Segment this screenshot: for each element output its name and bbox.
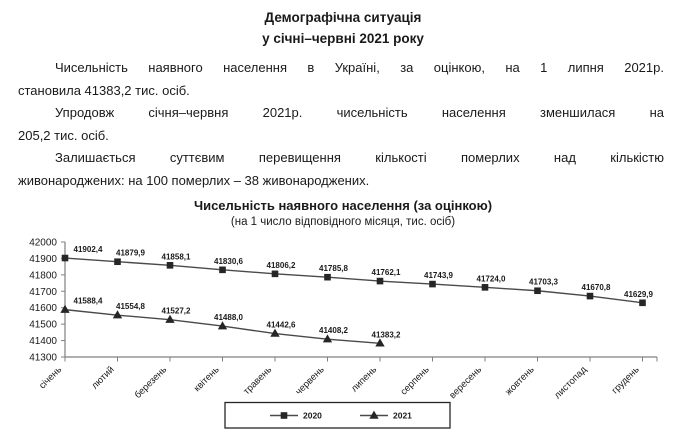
x-axis-label-червень: червень — [293, 364, 326, 397]
data-label-2021: 41442,6 — [267, 320, 296, 329]
document-title: Демографічна ситуація у січні–червні 202… — [0, 7, 686, 49]
paragraph-2-line-1: Упродовж січня–червня 2021р. чисельність… — [55, 105, 664, 121]
x-axis-label-вересень: вересень — [447, 364, 484, 401]
axis-lines — [64, 241, 657, 358]
data-label-2021: 41408,2 — [319, 326, 348, 335]
body-paragraphs: Чисельність наявного населення в Україні… — [18, 57, 664, 193]
legend-label-2020: 2020 — [303, 410, 322, 420]
series-2020-marker — [271, 270, 279, 277]
data-label-2021: 41588,4 — [74, 296, 103, 305]
y-axis-label: 41600 — [29, 303, 57, 314]
paragraph-3-line-2: живонароджених: на 100 померлих – 38 жив… — [18, 172, 370, 188]
series-2020-marker — [481, 283, 489, 291]
y-axis-label: 41400 — [29, 336, 57, 347]
series-2020-marker — [639, 299, 646, 306]
data-label-2021: 41383,2 — [372, 330, 401, 339]
series-2020-marker — [429, 280, 436, 287]
chart-title: Чисельність наявного населення (за оцінк… — [193, 197, 493, 213]
data-label-2020: 41879,9 — [116, 248, 145, 257]
y-axis-label: 42000 — [29, 237, 57, 248]
legend-marker-2021 — [369, 410, 379, 419]
legend-marker-2020 — [280, 411, 288, 419]
series-2021-marker — [375, 337, 385, 347]
paragraph-1: Чисельність наявного населення в Україні… — [18, 57, 664, 102]
data-label-2020: 41762,1 — [372, 268, 401, 277]
series-2021-marker — [60, 304, 70, 313]
data-label-2021: 41554,8 — [116, 302, 145, 311]
data-label-2020: 41806,2 — [267, 260, 296, 269]
series-2021-marker — [165, 314, 175, 323]
x-axis-label-серпень: серпень — [398, 364, 431, 397]
y-axis-label: 41900 — [29, 253, 57, 264]
series-2020-marker — [376, 277, 384, 284]
x-axis-label-березень: березень — [133, 364, 170, 401]
data-label-2020: 41902,4 — [74, 245, 103, 254]
series-2021-marker — [322, 333, 333, 342]
series-2021-marker — [112, 309, 123, 318]
data-label-2020: 41703,3 — [529, 277, 558, 286]
legend-box — [224, 401, 451, 429]
series-2020-marker — [586, 292, 594, 299]
paragraph-2: Упродовж січня–червня 2021р. чисельність… — [18, 102, 664, 147]
y-axis-label: 41700 — [29, 286, 57, 297]
data-label-2021: 41527,2 — [162, 306, 191, 315]
paragraph-1-line-1: Чисельність наявного населення в Україні… — [55, 60, 664, 75]
series-2020-marker — [114, 257, 121, 265]
data-label-2020: 41724,0 — [477, 274, 506, 283]
data-label-2020: 41629,9 — [624, 289, 653, 298]
x-axis-label-лютий: лютий — [89, 364, 116, 391]
series-2021-marker — [217, 320, 228, 329]
y-axis-label: 41800 — [29, 270, 57, 281]
x-axis-label-квітень: квітень — [192, 364, 222, 394]
data-label-2020: 41670,8 — [582, 283, 611, 292]
y-axis-label: 41300 — [29, 352, 57, 363]
series-2020-marker — [61, 254, 69, 261]
series-line-2020 — [64, 256, 643, 304]
paragraph-3-line-1: Залишається суттєвим перевищення кількос… — [55, 150, 664, 166]
document-page: Демографічна ситуація у січні–червні 202… — [0, 7, 686, 436]
data-label-2020: 41785,8 — [319, 264, 348, 273]
y-axis-label: 41500 — [29, 319, 57, 330]
chart-subtitle: (на 1 число відповідного місяця, тис. ос… — [230, 215, 456, 228]
data-label-2020: 41830,6 — [214, 256, 243, 265]
data-label-2020: 41743,9 — [424, 271, 453, 280]
x-axis-label-травень: травень — [241, 364, 274, 397]
paragraph-3: Залишається суттєвим перевищення кількос… — [18, 147, 664, 192]
x-axis-label-жовтень: жовтень — [503, 364, 536, 397]
paragraph-1-line-2: становила 41383,2 тис. осіб. — [18, 82, 190, 98]
paragraph-2-line-2: 205,2 тис. осіб. — [18, 127, 109, 143]
series-2020-marker — [324, 273, 331, 281]
legend-label-2021: 2021 — [393, 410, 412, 420]
x-axis-label-грудень: грудень — [610, 364, 642, 396]
document-title-line2: у січні–червні 2021 року — [262, 31, 424, 46]
series-2020-marker — [166, 261, 174, 269]
x-axis-label-січень: січень — [37, 364, 64, 391]
x-axis-label-липень: липень — [349, 364, 379, 394]
data-label-2021: 41488,0 — [214, 313, 243, 322]
population-line-chart: 41300 41400 41500 41600 41700 41800 41900 42000… — [29, 237, 658, 429]
x-axis-label-листопад: листопад — [552, 364, 589, 401]
data-label-2020: 41858,1 — [162, 252, 191, 261]
series-2020-marker — [534, 287, 541, 294]
document-title-line1: Демографічна ситуація — [264, 10, 422, 25]
series-2021-marker — [270, 328, 280, 337]
series-2020-marker — [219, 266, 226, 273]
